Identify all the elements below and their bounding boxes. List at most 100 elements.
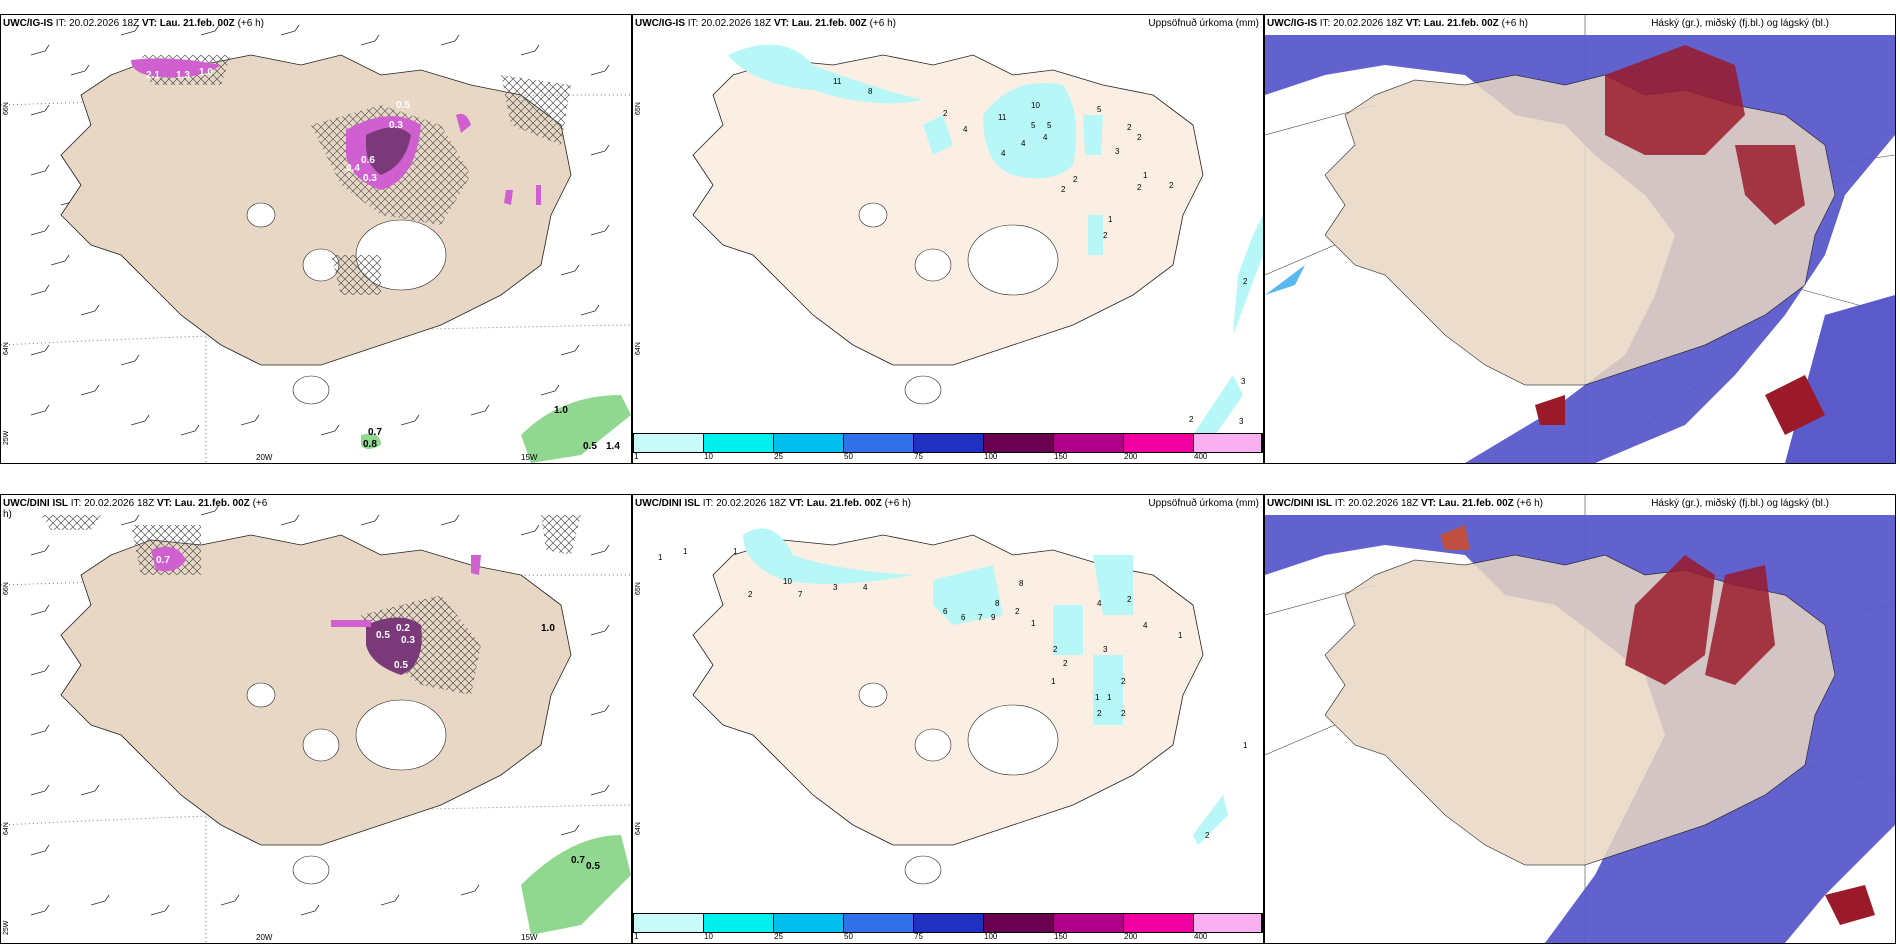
panel-variable-label: Uppsöfnuð úrkoma (mm) [1148, 498, 1259, 509]
precip-value: 4 [1001, 149, 1006, 158]
title-model: UWC/IG-IS [3, 18, 53, 29]
title-vt: Lau. 21.feb. 00Z [1423, 18, 1499, 29]
map-panel-bottom-middle-precip[interactable]: UWC/DINI ISL IT: 20.02.2026 18Z VT: Lau.… [632, 494, 1264, 944]
precip-value: 4 [863, 583, 868, 592]
lat-label-64n: 64N [635, 822, 642, 835]
precip-value: 2 [748, 590, 753, 599]
colorbar-swatch [914, 434, 984, 452]
title-vt: Lau. 21.feb. 00Z [791, 18, 867, 29]
precip-value: 11 [998, 113, 1007, 122]
precip-value: 0.3 [389, 120, 403, 131]
precip-value: 1 [733, 547, 738, 556]
colorbar-swatch [1124, 914, 1194, 932]
precip-colorbar [633, 913, 1263, 933]
title-it-label: IT: [1319, 18, 1331, 29]
colorbar-swatch [914, 914, 984, 932]
colorbar-label: 1 [634, 452, 639, 461]
colorbar-label: 25 [774, 932, 783, 941]
precip-value: 1.4 [606, 441, 620, 452]
precip-value: 2 [1205, 831, 1210, 840]
title-vt-label: VT: [788, 498, 804, 509]
title-vt-label: VT: [156, 498, 172, 509]
precip-value: 10 [1031, 101, 1040, 110]
precip-value: 0.4 [346, 163, 360, 174]
title-vt: Lau. 21.feb. 00Z [806, 498, 882, 509]
colorbar-swatch [1054, 434, 1124, 452]
precip-value: 5 [1031, 121, 1036, 130]
colorbar-label: 50 [844, 932, 853, 941]
precip-value: 0.5 [586, 861, 600, 872]
title-it: 20.02.2026 18Z [69, 18, 140, 29]
panel-title: UWC/DINI ISL IT: 20.02.2026 18Z VT: Lau.… [1267, 498, 1543, 509]
map-canvas [1265, 495, 1895, 943]
title-model: UWC/DINI ISL [635, 498, 700, 509]
colorbar-label: 100 [984, 932, 998, 941]
precip-value: 4 [963, 125, 968, 134]
title-vt: Lau. 21.feb. 00Z [174, 498, 250, 509]
precip-value: 6 [961, 613, 966, 622]
colorbar-label: 200 [1124, 452, 1138, 461]
precip-value: 1 [1108, 215, 1113, 224]
lon-label-15w: 15W [521, 933, 538, 942]
lon-label-20w: 20W [256, 933, 273, 942]
precip-value: 2 [943, 109, 948, 118]
colorbar-swatch [1054, 914, 1124, 932]
map-panel-top-right-clouds[interactable]: UWC/IG-IS IT: 20.02.2026 18Z VT: Lau. 21… [1264, 14, 1896, 464]
title-lead-cont: h) [3, 509, 12, 520]
title-model: UWC/DINI ISL [1267, 498, 1332, 509]
title-vt-label: VT: [1420, 498, 1436, 509]
precip-value: 3 [1115, 147, 1120, 156]
precip-value: 1 [1051, 677, 1056, 686]
precip-value: 0.3 [401, 635, 415, 646]
map-panel-top-left-wind[interactable]: UWC/IG-IS IT: 20.02.2026 18Z VT: Lau. 21… [0, 14, 632, 464]
colorbar-label: 400 [1194, 932, 1208, 941]
precip-value: 5 [1047, 121, 1052, 130]
precip-value: 2 [1121, 709, 1126, 718]
colorbar-label: 150 [1054, 932, 1068, 941]
precip-value: 10 [783, 577, 792, 586]
precip-value: 0.7 [571, 855, 585, 866]
title-it-label: IT: [55, 18, 67, 29]
colorbar-swatch [844, 914, 914, 932]
iceland-landmass [60, 54, 572, 366]
map-panel-bottom-right-clouds[interactable]: UWC/DINI ISL IT: 20.02.2026 18Z VT: Lau.… [1264, 494, 1896, 944]
precip-value: 2 [1189, 415, 1194, 424]
map-panel-top-middle-precip[interactable]: UWC/IG-IS IT: 20.02.2026 18Z VT: Lau. 21… [632, 14, 1264, 464]
colorbar-label: 400 [1194, 452, 1208, 461]
title-lead: (+6 h) [237, 18, 264, 29]
precip-value: 3 [1239, 417, 1244, 426]
title-lead: (+6 h) [1516, 498, 1543, 509]
precip-value: 2 [1061, 185, 1066, 194]
panel-title: UWC/DINI ISL IT: 20.02.2026 18Z VT: Lau.… [3, 498, 267, 520]
panel-variable-label: Háský (gr.), miðský (fj.bl.) og lágský (… [1651, 18, 1829, 29]
lat-label-66n: 66N [3, 582, 10, 595]
precip-value: 2 [1169, 181, 1174, 190]
title-it: 20.02.2026 18Z [1333, 18, 1404, 29]
lat-label-64n: 64N [3, 822, 10, 835]
precip-value: 1 [1143, 171, 1148, 180]
precip-value: 4 [1043, 133, 1048, 142]
precip-value: 1 [683, 547, 688, 556]
precip-value: 1.0 [541, 623, 555, 634]
precip-value: 8 [868, 87, 873, 96]
precip-value: 1 [1095, 693, 1100, 702]
colorbar-swatch [704, 434, 774, 452]
precip-value: 3 [1103, 645, 1108, 654]
precip-value: 1.0 [554, 405, 568, 416]
colorbar-swatch [984, 914, 1054, 932]
map-panel-bottom-left-wind[interactable]: UWC/DINI ISL IT: 20.02.2026 18Z VT: Lau.… [0, 494, 632, 944]
precip-value: 0.5 [376, 630, 390, 641]
lon-label-20w: 20W [256, 453, 273, 462]
title-lead: (+6 h) [884, 498, 911, 509]
title-vt: Lau. 21.feb. 00Z [159, 18, 235, 29]
title-it: 20.02.2026 18Z [716, 498, 787, 509]
colorbar-swatch [844, 434, 914, 452]
iceland-landmass [692, 54, 1204, 366]
title-vt-label: VT: [141, 18, 157, 29]
precip-value: 2.1 [146, 70, 160, 81]
title-model: UWC/IG-IS [1267, 18, 1317, 29]
title-it: 20.02.2026 18Z [84, 498, 155, 509]
precip-value: 0.8 [363, 439, 377, 450]
precip-value: 3 [833, 583, 838, 592]
precip-value: 4 [1097, 599, 1102, 608]
